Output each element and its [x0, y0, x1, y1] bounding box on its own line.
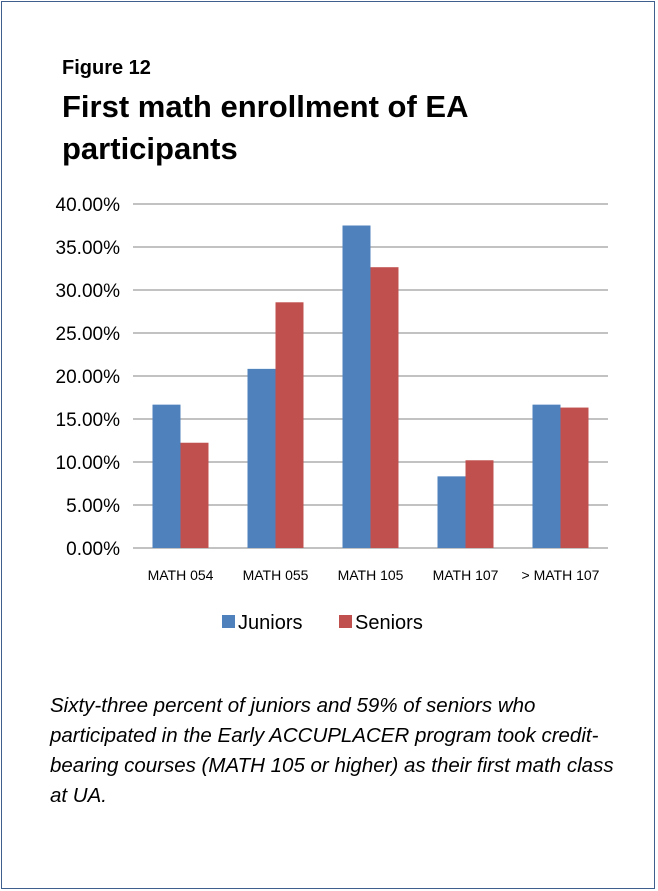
legend-swatch-juniors	[222, 615, 235, 628]
bar-juniors-2	[342, 225, 371, 548]
y-tick-label: 5.00%	[66, 496, 120, 517]
legend: Juniors Seniors	[222, 612, 423, 634]
x-tick-label: > MATH 107	[522, 567, 600, 583]
bar-juniors-1	[247, 368, 276, 548]
bar-seniors-3	[465, 460, 494, 548]
bar-seniors-1	[275, 302, 304, 548]
bar-juniors-3	[437, 476, 466, 548]
y-tick-label: 25.00%	[56, 324, 121, 345]
x-tick-label: MATH 105	[338, 567, 404, 583]
bar-seniors-0	[180, 442, 209, 548]
y-tick-label: 15.00%	[56, 410, 121, 431]
figure-label: Figure 12	[62, 57, 151, 79]
y-tick-label: 20.00%	[56, 367, 121, 388]
bar-seniors-4	[560, 407, 589, 548]
legend-label-seniors: Seniors	[355, 612, 423, 634]
y-tick-label: 30.00%	[56, 281, 121, 302]
figure-caption: Sixty-three percent of juniors and 59% o…	[50, 694, 614, 807]
x-tick-label: MATH 054	[148, 567, 214, 583]
legend-swatch-seniors	[339, 615, 352, 628]
x-tick-label: MATH 107	[433, 567, 499, 583]
bar-juniors-4	[532, 404, 561, 548]
bar-seniors-2	[370, 267, 399, 548]
y-tick-label: 40.00%	[56, 195, 121, 216]
figure-title: First math enrollment of EA participants	[62, 89, 468, 166]
y-tick-label: 0.00%	[66, 539, 120, 560]
x-tick-label: MATH 055	[243, 567, 309, 583]
y-tick-label: 10.00%	[56, 453, 121, 474]
y-axis-ticks: 0.00% 5.00% 10.00% 15.00% 20.00% 25.00% 30.00%…	[56, 195, 121, 560]
y-tick-label: 35.00%	[56, 238, 121, 259]
bars	[152, 225, 589, 548]
legend-label-juniors: Juniors	[238, 612, 302, 634]
x-axis-ticks: MATH 054 MATH 055 MATH 105 MATH 107 > MATH 1…	[148, 567, 600, 583]
bar-juniors-0	[152, 404, 181, 548]
